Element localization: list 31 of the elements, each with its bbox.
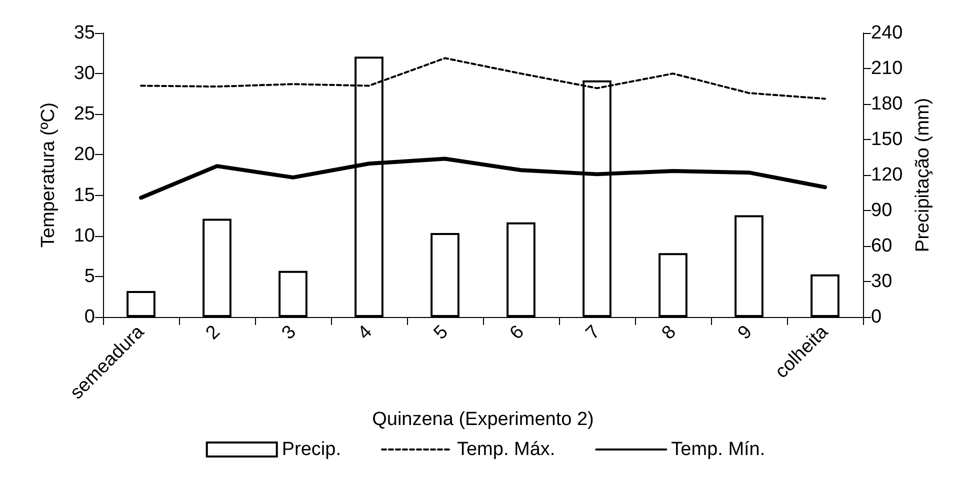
y2-axis-title: Precipitação (mm) — [912, 98, 934, 252]
x-tick-label: 7 — [582, 322, 604, 344]
legend-label: Precip. — [282, 439, 341, 460]
y2-tick-label: 0 — [871, 306, 882, 328]
y2-tick-label: 90 — [871, 200, 892, 221]
x-tick-label: 9 — [734, 322, 756, 344]
y-tick-label: 20 — [74, 144, 95, 166]
x-tick-label: 6 — [506, 322, 528, 344]
y2-tick-label: 30 — [871, 271, 892, 292]
y-tick-label: 25 — [74, 104, 95, 125]
y2-tick-label: 240 — [871, 22, 903, 44]
legend-label: Temp. Máx. — [456, 439, 556, 460]
x-tick-label: 3 — [278, 322, 300, 344]
y2-tick-label: 180 — [871, 94, 903, 114]
x-tick-label: 4 — [354, 322, 376, 344]
y-tick-label: 15 — [74, 184, 95, 206]
y2-tick-label: 210 — [871, 58, 903, 79]
x-tick-label: 5 — [430, 322, 452, 344]
y-tick-label: 35 — [74, 22, 95, 44]
y-tick-label: 30 — [74, 63, 95, 84]
y-axis-title: Temperatura (ºC) — [38, 102, 59, 248]
y2-tick-label: 120 — [871, 164, 903, 186]
legend-label: Temp. Mín. — [671, 439, 766, 460]
y2-tick-label: 60 — [871, 236, 892, 256]
y-tick-label: 10 — [74, 225, 95, 246]
x-tick-label: 2 — [202, 322, 224, 344]
y-tick-label: 5 — [84, 266, 95, 287]
x-axis-title: Quinzena (Experimento 2) — [372, 408, 594, 430]
x-tick-label: 8 — [658, 322, 680, 344]
y2-tick-label: 150 — [871, 129, 903, 150]
y-tick-label: 0 — [84, 306, 95, 328]
